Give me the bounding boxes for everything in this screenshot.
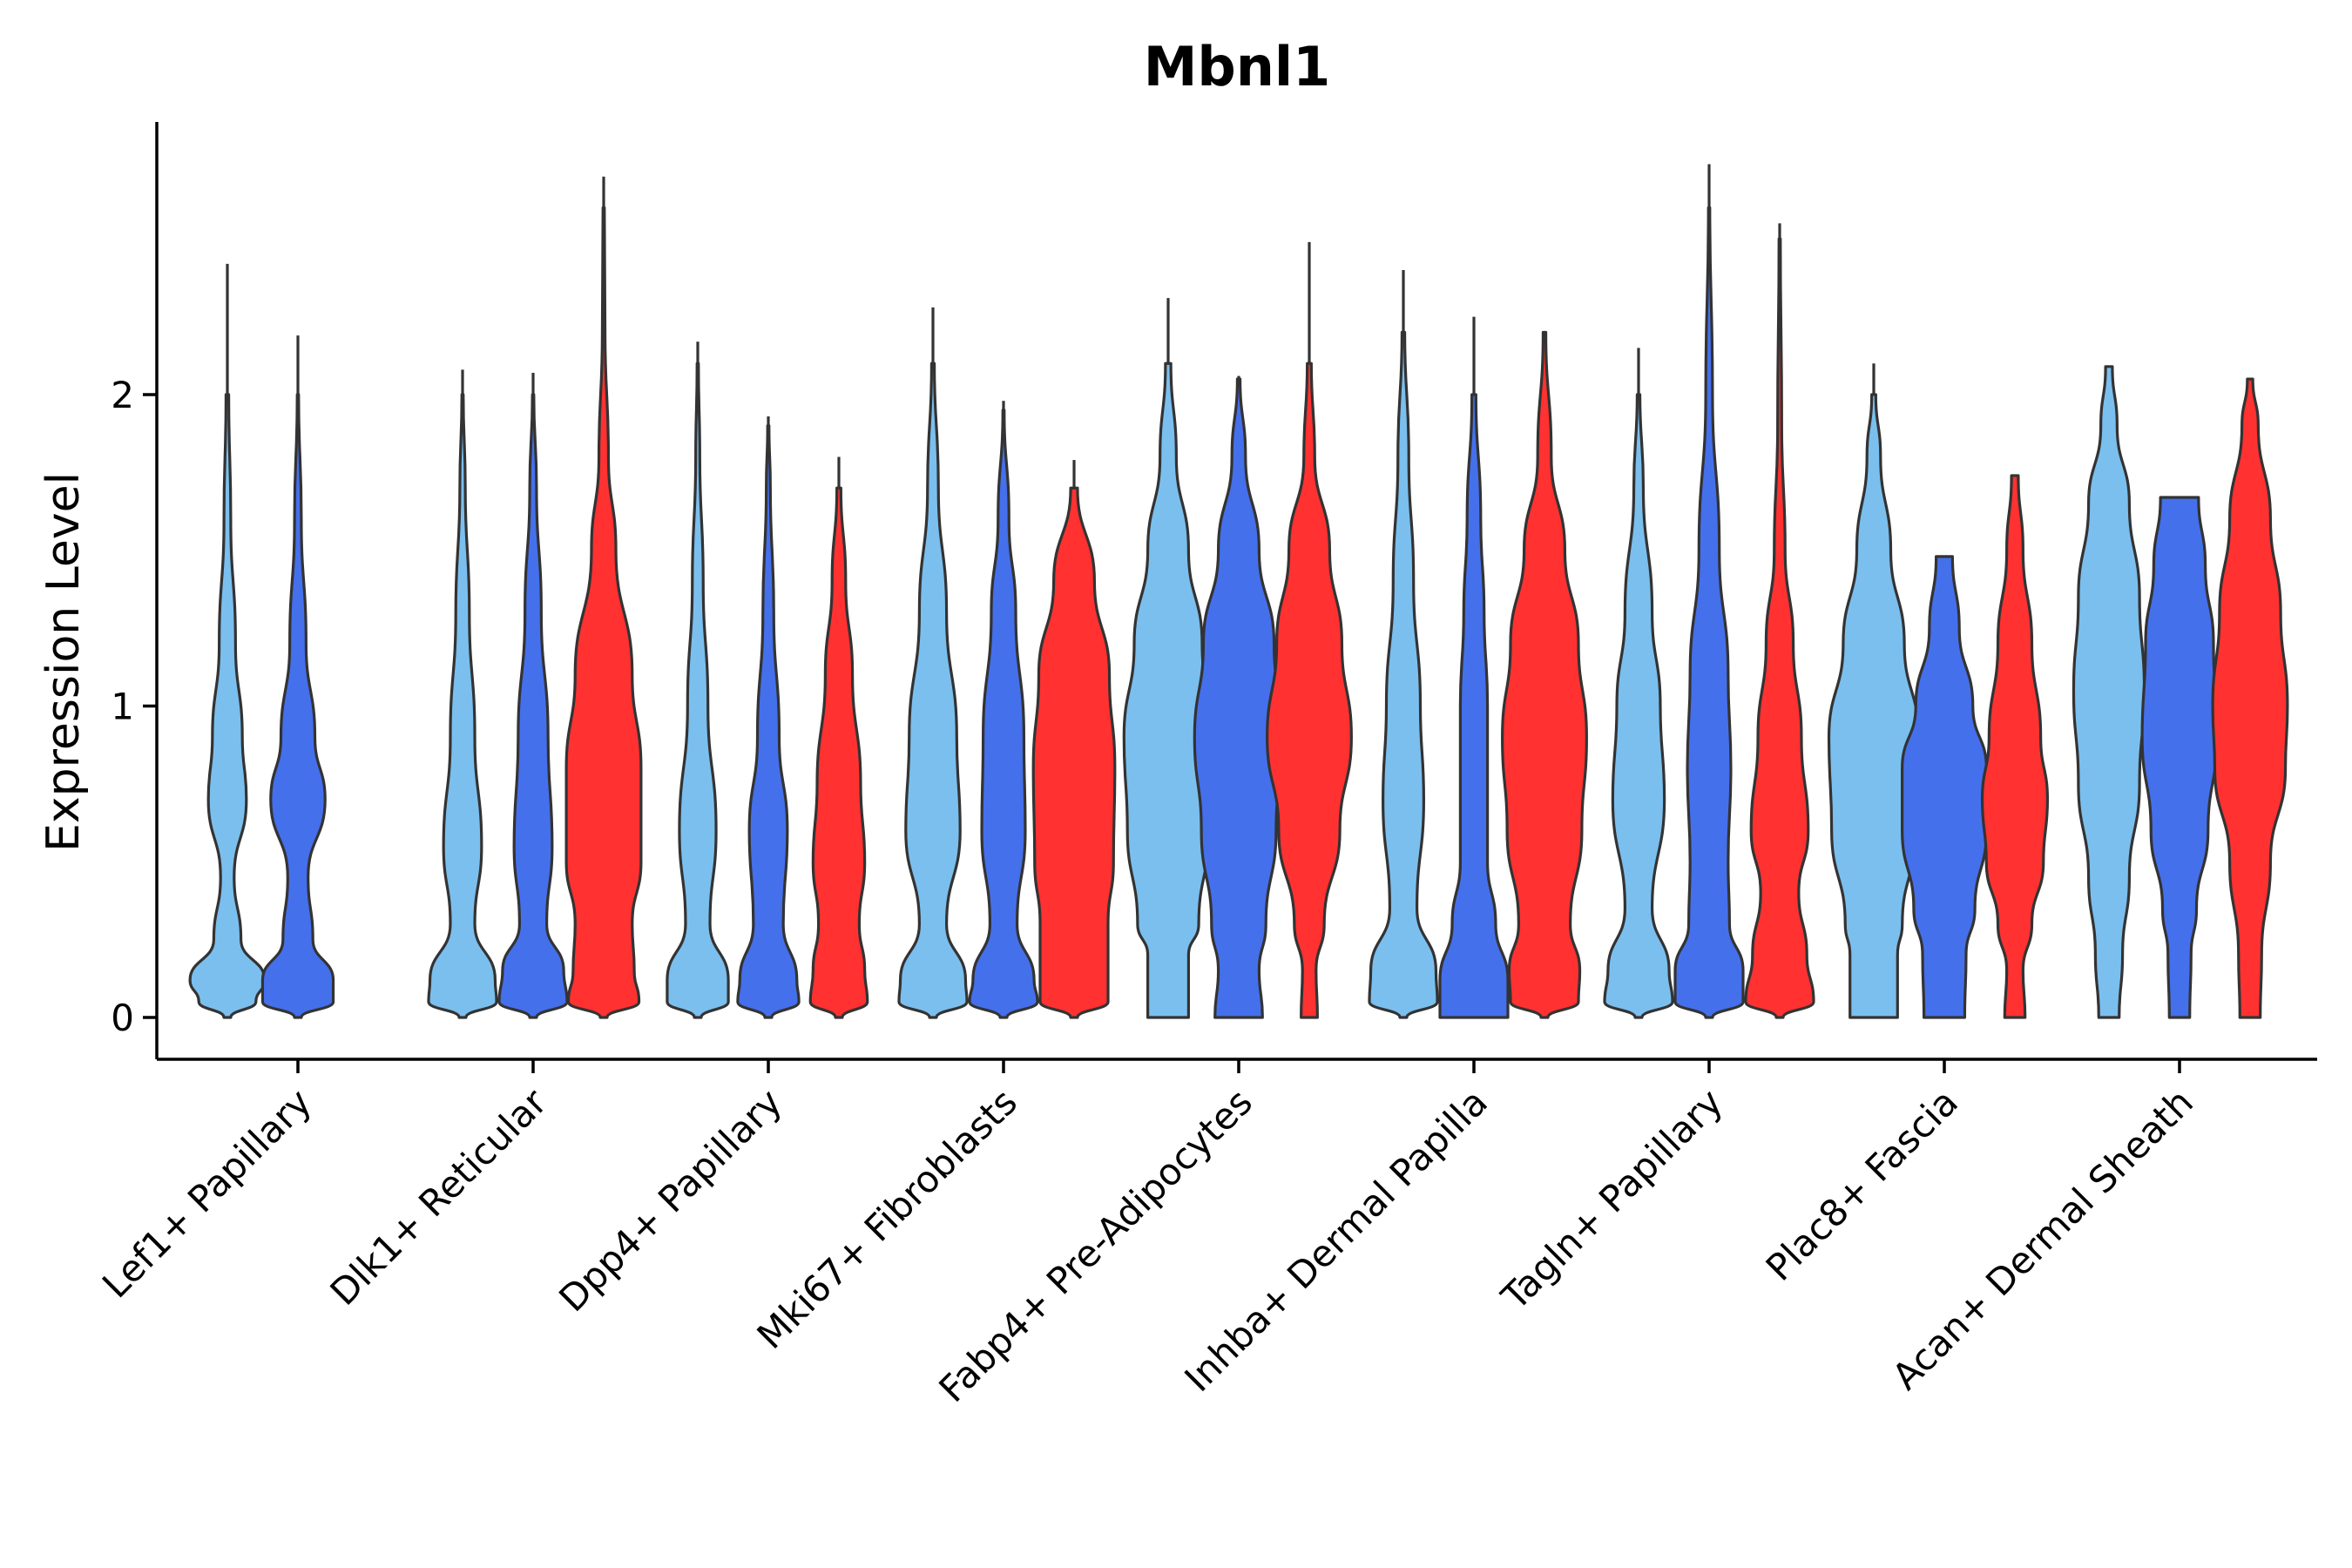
violin-1-1 [427,393,498,1019]
violin-2-0 [260,393,335,1019]
y-tick-label: 2 [111,374,134,416]
violin-2-5 [1438,393,1510,1019]
violin-layer [188,164,2289,1019]
violin-3-5 [1501,330,1588,1019]
violin-1-2 [666,362,730,1019]
violin-2-2 [736,424,801,1019]
violin-3-1 [564,206,643,1019]
y-tick-label: 0 [111,997,134,1039]
y-axis-label: Expression Level [37,472,90,852]
violin-1-8 [2072,365,2146,1019]
violin-3-8 [2211,377,2289,1019]
violin-1-5 [1368,330,1439,1019]
y-tick-label: 1 [111,686,134,728]
violin-2-8 [2140,496,2219,1019]
violin-2-3 [968,409,1039,1019]
violin-3-3 [1031,486,1117,1019]
violin-3-2 [808,486,869,1019]
violin-3-4 [1266,362,1353,1019]
violin-3-6 [1744,237,1815,1019]
violin-2-7 [1901,555,1988,1019]
violin-2-1 [497,393,569,1019]
violin-1-0 [188,393,267,1019]
violin-1-3 [897,362,969,1019]
violin-2-4 [1193,377,1285,1019]
violin-3-7 [1980,474,2050,1019]
chart-title: Mbnl1 [1144,35,1331,98]
violin-2-6 [1673,206,1745,1019]
violin-1-6 [1603,393,1674,1019]
